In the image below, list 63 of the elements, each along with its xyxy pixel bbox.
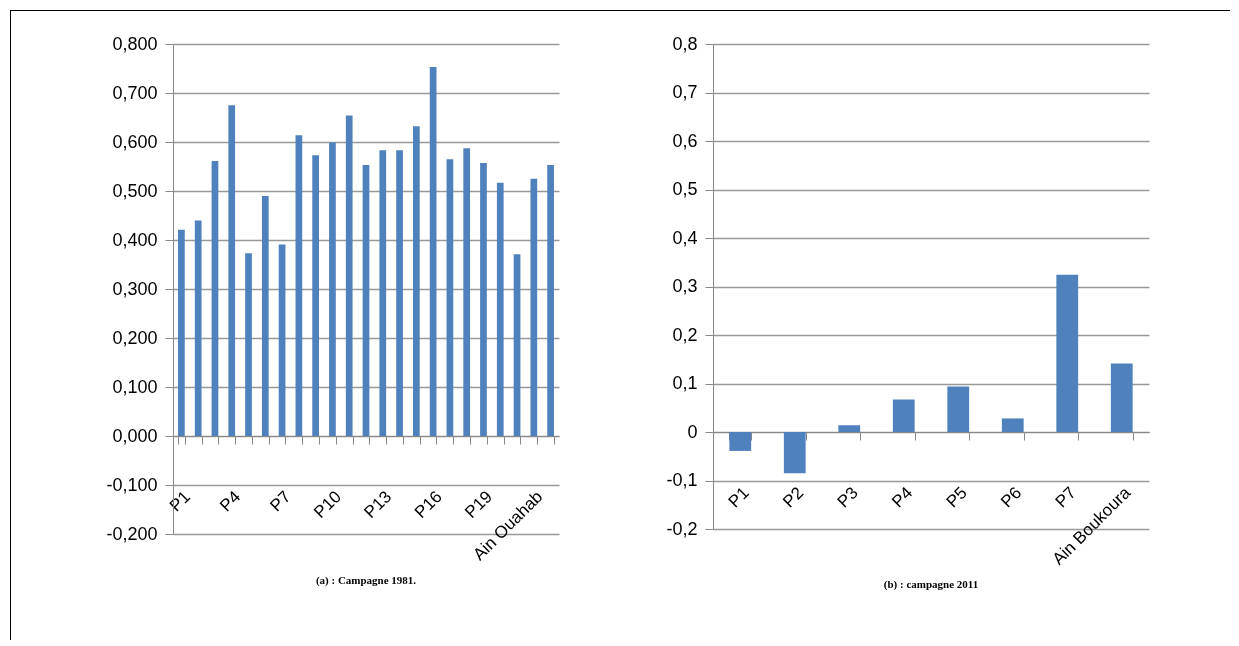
bar <box>513 254 521 436</box>
x-tick-label: P13 <box>360 487 396 522</box>
bar <box>1110 363 1133 432</box>
text: (a) : Campagne 1981. <box>315 573 417 587</box>
y-tick-label: -0,2 <box>666 518 698 539</box>
bar <box>1001 418 1024 432</box>
bar <box>892 399 915 432</box>
y-tick-label: 0,3 <box>672 276 698 296</box>
x-tick-label: P7 <box>1051 483 1080 512</box>
y-tick-label: 0,700 <box>112 82 158 103</box>
bar <box>345 115 353 436</box>
bar <box>178 229 185 436</box>
bar <box>838 425 861 432</box>
x-tick-label: P5 <box>942 483 971 512</box>
bar <box>530 178 538 436</box>
text: (b) : campagne 2011 <box>883 578 979 592</box>
x-tick-label: P7 <box>266 487 295 516</box>
bar <box>947 386 970 432</box>
bar <box>1056 274 1079 432</box>
bar <box>228 105 236 436</box>
bar <box>783 432 806 474</box>
bar <box>412 126 420 436</box>
x-tick-label: P4 <box>216 487 245 516</box>
bar <box>278 244 286 436</box>
y-tick-label: 0,000 <box>112 425 158 446</box>
y-tick-label: 0,2 <box>672 324 698 345</box>
bar <box>379 150 387 436</box>
bar <box>496 182 504 436</box>
bar <box>480 163 487 436</box>
y-tick-label: -0,1 <box>666 470 698 490</box>
y-tick-label: 0,300 <box>112 278 158 299</box>
x-tick-label: P4 <box>888 483 917 512</box>
y-tick-label: 0,5 <box>672 179 698 199</box>
y-tick-label: -0,200 <box>106 523 158 544</box>
y-tick-label: 0,4 <box>672 227 698 248</box>
y-tick-label: 0,7 <box>672 82 698 102</box>
x-tick-label: P6 <box>997 483 1026 512</box>
y-tick-label: 0 <box>687 421 698 442</box>
y-tick-label: 0,400 <box>112 229 158 250</box>
x-tick-label: P1 <box>724 483 753 512</box>
y-tick-label: 0,600 <box>112 131 158 152</box>
y-tick-label: 0,500 <box>112 180 158 201</box>
bar <box>463 148 471 436</box>
bar <box>729 432 752 451</box>
y-tick-label: -0,100 <box>106 474 158 495</box>
bar <box>547 165 554 436</box>
bar <box>245 253 252 436</box>
y-tick-label: 0,800 <box>112 33 158 54</box>
y-tick-label: 0,200 <box>112 327 158 348</box>
y-tick-label: 0,1 <box>672 373 698 393</box>
bar <box>329 142 336 436</box>
x-tick-label: P2 <box>779 483 808 512</box>
bar <box>312 155 320 436</box>
x-tick-label: P10 <box>310 487 345 522</box>
x-tick-label: P19 <box>461 487 496 522</box>
y-tick-label: 0,100 <box>112 376 158 397</box>
x-tick-label: P16 <box>410 487 446 522</box>
bar <box>194 220 202 436</box>
bar <box>261 195 269 436</box>
y-tick-label: 0,6 <box>672 130 698 151</box>
bar <box>396 150 403 436</box>
y-tick-label: 0,8 <box>672 33 698 54</box>
x-tick-label: P3 <box>833 483 862 512</box>
